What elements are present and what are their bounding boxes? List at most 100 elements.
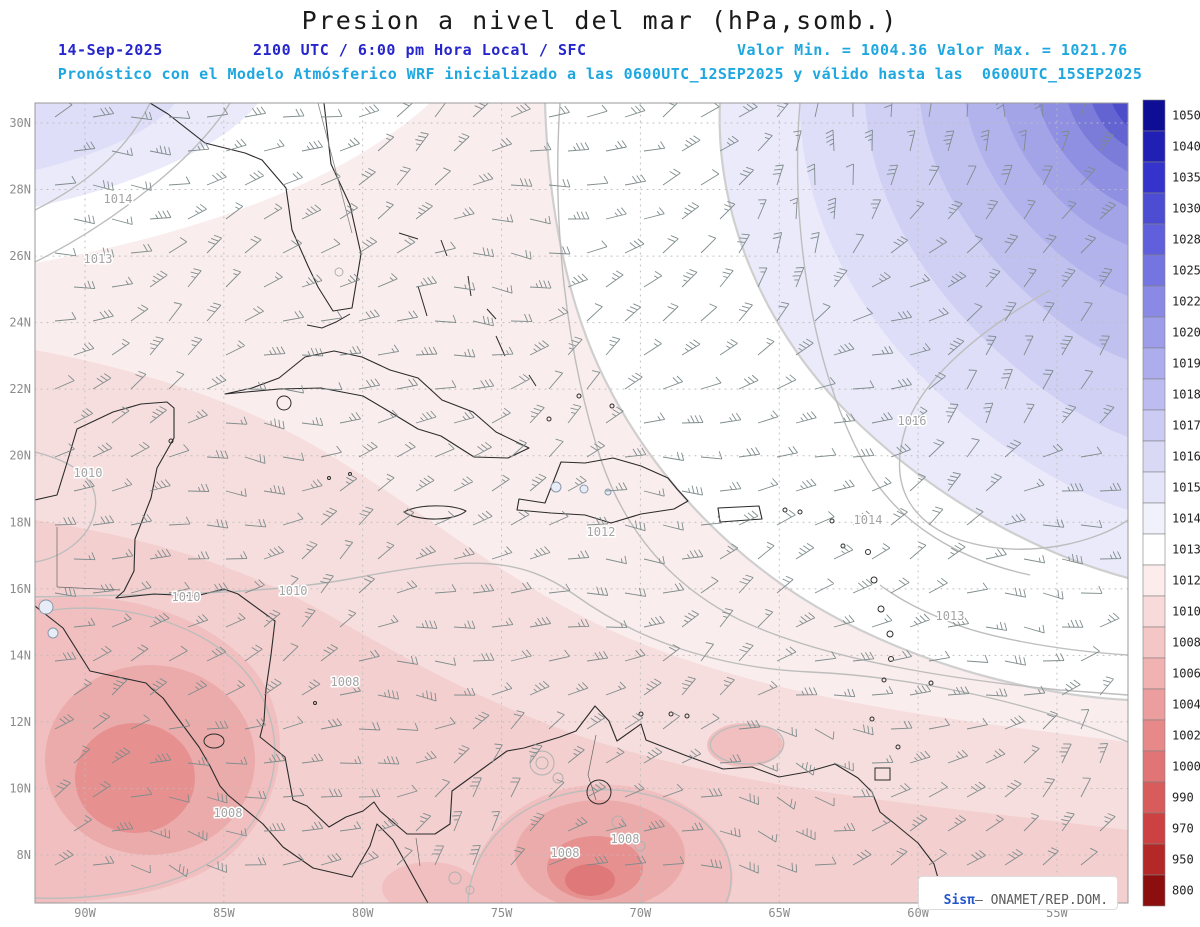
colorbar-swatch [1142, 564, 1166, 597]
colorbar-swatch [1142, 781, 1166, 814]
lat-tick-label: 14N [9, 648, 31, 662]
colorbar-tick-label: 1019 [1172, 357, 1200, 371]
lat-tick-label: 26N [9, 249, 31, 263]
lake-maracaibo [586, 779, 612, 805]
lat-tick-label: 10N [9, 781, 31, 795]
colorbar-swatch [1142, 99, 1166, 132]
valid-date: 14-Sep-2025 [58, 41, 163, 59]
watermark-brand: Sisπ [943, 893, 975, 908]
colorbar-tick-label: 1018 [1172, 388, 1200, 402]
min-value-label: Valor Min. = 1004.36 [737, 41, 928, 59]
colorbar-swatch [1142, 347, 1166, 380]
colorbar-tick-label: 1025 [1172, 264, 1200, 278]
lat-tick-label: 24N [9, 316, 31, 330]
isobar-value-label: 1008 [611, 832, 640, 846]
colorbar-tick-label: 1028 [1172, 233, 1200, 247]
colorbar-tick-label: 1002 [1172, 729, 1200, 743]
isobar-value-label: 1014 [104, 192, 133, 206]
isobar-labels: 1014 1013 1010 1010 1010 1008 1008 1012 1014 1016… [72, 191, 966, 862]
colorbar-swatch [1142, 161, 1166, 194]
lon-tick-label: 65W [768, 906, 790, 920]
lon-tick-label: 75W [491, 906, 513, 920]
florida-keys [306, 313, 351, 329]
colorbar-swatch [1142, 254, 1166, 287]
colorbar-tick-label: 1008 [1172, 636, 1200, 650]
colorbar-swatch [1142, 688, 1166, 721]
max-value-label: Valor Max. = 1021.76 [937, 41, 1128, 59]
header-line: 14-Sep-2025 2100 UTC / 6:00 pm Hora Loca… [0, 41, 1200, 61]
colorbar-tick-label: 1014 [1172, 512, 1200, 526]
colorbar-swatch [1142, 595, 1166, 628]
colorbar-swatch [1142, 843, 1166, 876]
colorbar-tick-label: 1020 [1172, 326, 1200, 340]
colorbar-swatch [1142, 409, 1166, 442]
colorbar-swatch [1142, 719, 1166, 752]
pressure-shading [35, 103, 1128, 903]
lon-tick-label: 90W [74, 906, 96, 920]
colorbar-swatch [1142, 812, 1166, 845]
model-info-line: Pronóstico con el Modelo Atmósferico WRF… [57, 65, 1143, 83]
colorbar-swatch [1142, 192, 1166, 225]
colorbar-tick-label: 800 [1172, 884, 1194, 898]
colorbar-swatch [1142, 378, 1166, 411]
watermark-text: — ONAMET/REP.DOM. [974, 893, 1109, 908]
colorbar-swatch [1142, 874, 1166, 907]
map-frame [34, 102, 1129, 904]
isobar-value-label: 1013 [936, 609, 965, 623]
coastline-jamaica [403, 505, 467, 520]
coastline-pacific [35, 605, 429, 903]
colorbar-tick-label: 970 [1172, 822, 1194, 836]
colorbar-tick-label: 1035 [1172, 171, 1200, 185]
colorbar-tick-label: 1016 [1172, 450, 1200, 464]
coastline-puerto-rico [717, 505, 763, 523]
lon-tick-label: 85W [213, 906, 235, 920]
colorbar-swatch [1142, 130, 1166, 163]
lat-tick-label: 12N [9, 715, 31, 729]
colorbar: 1050 1040 1035 1030 1028 1025 1022 1020 1019 1018… [1142, 99, 1200, 907]
colorbar-swatch [1142, 657, 1166, 690]
lesser-antilles-islands [168, 438, 934, 781]
colorbar-swatch [1142, 223, 1166, 256]
lat-tick-label: 8N [17, 848, 31, 862]
lat-tick-label: 18N [9, 515, 31, 529]
colorbar-swatch [1142, 502, 1166, 535]
lat-tick-label: 28N [9, 183, 31, 197]
lon-tick-label: 80W [352, 906, 374, 920]
valid-time: 2100 UTC / 6:00 pm Hora Local / SFC [253, 41, 587, 59]
colorbar-tick-label: 1000 [1172, 760, 1200, 774]
colorbar-tick-label: 1013 [1172, 543, 1200, 557]
colorbar-tick-label: 990 [1172, 791, 1194, 805]
isobar-value-label: 1014 [854, 513, 883, 527]
page-title: Presion a nivel del mar (hPa,somb.) [301, 6, 899, 35]
lat-tick-label: 30N [9, 116, 31, 130]
lat-tick-label: 16N [9, 582, 31, 596]
trinidad [874, 767, 891, 781]
colorbar-swatch [1142, 285, 1166, 318]
country-border [587, 734, 597, 801]
colorbar-tick-label: 1017 [1172, 419, 1200, 433]
map-artifact-line [317, 103, 353, 234]
colorbar-tick-label: 950 [1172, 853, 1194, 867]
isobar-value-label: 1010 [279, 584, 308, 598]
coastline-florida [149, 103, 362, 312]
isobar-value-label: 1010 [172, 590, 201, 604]
colorbar-swatch [1142, 440, 1166, 473]
isobar-value-label: 1008 [214, 806, 243, 820]
isobar-value-label: 1010 [74, 466, 103, 480]
wind-barbs [54, 103, 1122, 878]
lon-tick-label: 70W [630, 906, 652, 920]
colorbar-tick-label: 1004 [1172, 698, 1200, 712]
coastlines [35, 103, 946, 903]
colorbar-tick-label: 1040 [1172, 140, 1200, 154]
colorbar-swatch [1142, 750, 1166, 783]
colorbar-tick-label: 1050 [1172, 109, 1200, 123]
colorbar-tick-label: 1010 [1172, 605, 1200, 619]
colorbar-swatch [1142, 533, 1166, 566]
isobar-value-label: 1008 [551, 846, 580, 860]
colorbar-tick-label: 1006 [1172, 667, 1200, 681]
country-border [415, 837, 421, 867]
isobar-value-label: 1008 [331, 675, 360, 689]
isobar-value-label: 1012 [587, 525, 616, 539]
colorbar-tick-label: 1030 [1172, 202, 1200, 216]
